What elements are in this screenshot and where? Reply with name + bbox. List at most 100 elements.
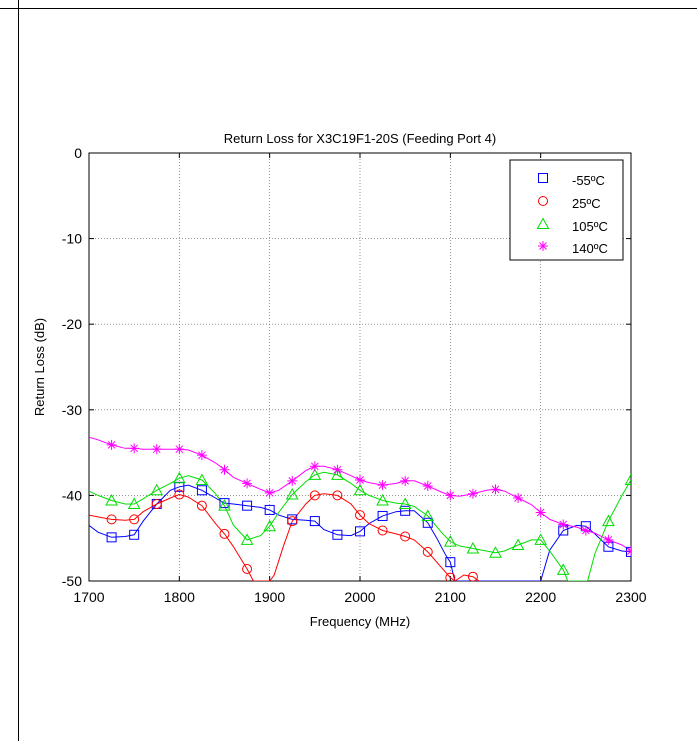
series-3-point [445, 490, 456, 501]
series-2-point [602, 514, 615, 527]
series-3-point [535, 507, 546, 518]
series-2-point [218, 499, 231, 511]
series-2-point [489, 546, 502, 558]
y-tick-label: -20 [62, 316, 82, 332]
legend-label-3: 140ºC [572, 241, 608, 256]
series-2-point [398, 497, 412, 509]
series-0-point [422, 517, 433, 528]
series-3-point [106, 439, 117, 450]
series-1-point [400, 531, 411, 542]
legend-marker-3 [538, 241, 548, 251]
series-3-point [287, 475, 298, 486]
series-2-point [263, 519, 277, 532]
x-tick-label: 2200 [525, 589, 556, 605]
legend-label-0: -55ºC [572, 173, 605, 188]
series-0-point [355, 526, 365, 537]
series-3-point [242, 478, 253, 489]
series-3-point [151, 444, 162, 455]
series-2-point [421, 509, 435, 521]
x-tick-label: 1700 [73, 589, 104, 605]
legend-label-1: 25ºC [572, 196, 601, 211]
series-1-point [242, 564, 253, 575]
series-0-point [377, 510, 388, 521]
series-2-point [624, 473, 631, 485]
legend-markers [536, 173, 550, 251]
series-2-point [308, 468, 322, 480]
series-2-point [376, 493, 389, 506]
tick-labels: 1700 1800 1900 2000 2100 2200 2300 -50 -40 -30 -20… [62, 145, 647, 605]
series-1-point [467, 571, 478, 581]
series-line-2 [89, 471, 631, 581]
series-3-point [626, 546, 631, 557]
series-3-point [467, 488, 478, 499]
series-2-point [556, 563, 570, 575]
series-0-point [264, 504, 275, 515]
series-1-point [129, 514, 140, 525]
chart-title: Return Loss for X3C19F1-20S (Feeding Por… [224, 131, 496, 146]
series-3-point [422, 480, 433, 491]
series-3-point [400, 475, 411, 486]
y-tick-label: -10 [62, 231, 82, 247]
x-tick-label: 1900 [254, 589, 285, 605]
series-1-point [151, 498, 162, 509]
window-top-border [0, 8, 697, 9]
series-1-point [422, 546, 433, 557]
legend: -55ºC 25ºC 105ºC 140ºC [509, 159, 624, 261]
series-3-point [196, 450, 207, 461]
series-3-point [174, 444, 185, 455]
y-tick-label: -40 [62, 487, 82, 503]
x-tick-label: 2000 [344, 589, 375, 605]
series-1-point [309, 490, 320, 501]
series-0-point [219, 498, 230, 509]
series-1-point [174, 489, 185, 500]
series-3-point [309, 461, 320, 472]
legend-marker-1 [538, 196, 548, 206]
series-3-point [355, 474, 365, 485]
series-1-point [287, 516, 298, 527]
series-1-point [377, 525, 388, 536]
series-3-point [513, 492, 524, 503]
y-axis-label: Return Loss (dB) [32, 318, 47, 416]
series-2-point [534, 533, 548, 545]
y-tick-label: 0 [74, 145, 82, 161]
series-3-point [264, 487, 275, 498]
series-2-point [195, 473, 209, 485]
series-2-point [127, 497, 141, 509]
series-3-point [219, 464, 230, 475]
series-3-point [580, 525, 591, 536]
x-tick-label: 1800 [164, 589, 195, 605]
series-3-point [377, 480, 388, 491]
axis-ticks [88, 152, 632, 582]
series-2-point [353, 483, 367, 496]
series-2-point [443, 535, 457, 547]
series-markers [105, 439, 631, 581]
series-0-point [445, 557, 456, 568]
series-2-point [150, 483, 164, 496]
grid [89, 153, 631, 581]
legend-marker-2 [536, 217, 550, 229]
series-0-point [129, 529, 140, 540]
series-1-point [445, 572, 456, 581]
window-left-border [18, 0, 19, 741]
series-0-point [626, 546, 631, 557]
y-tick-label: -30 [62, 402, 82, 418]
series-2-point [105, 493, 118, 506]
series-0-point [242, 500, 253, 511]
series-1-point [219, 528, 230, 539]
series-0-point [196, 485, 207, 496]
series-2-point [172, 471, 186, 484]
series-2-point [466, 541, 480, 554]
series-0-point [309, 516, 320, 527]
series-3-point [332, 464, 343, 475]
series-1-point [106, 514, 117, 525]
legend-label-2: 105ºC [572, 219, 608, 234]
legend-box [509, 159, 624, 261]
series-line-0 [89, 484, 631, 581]
series-line-1 [89, 493, 480, 581]
series-3-point [129, 443, 140, 454]
x-tick-label: 2100 [435, 589, 466, 605]
series-3-point [490, 484, 501, 495]
legend-marker-0 [538, 173, 548, 183]
